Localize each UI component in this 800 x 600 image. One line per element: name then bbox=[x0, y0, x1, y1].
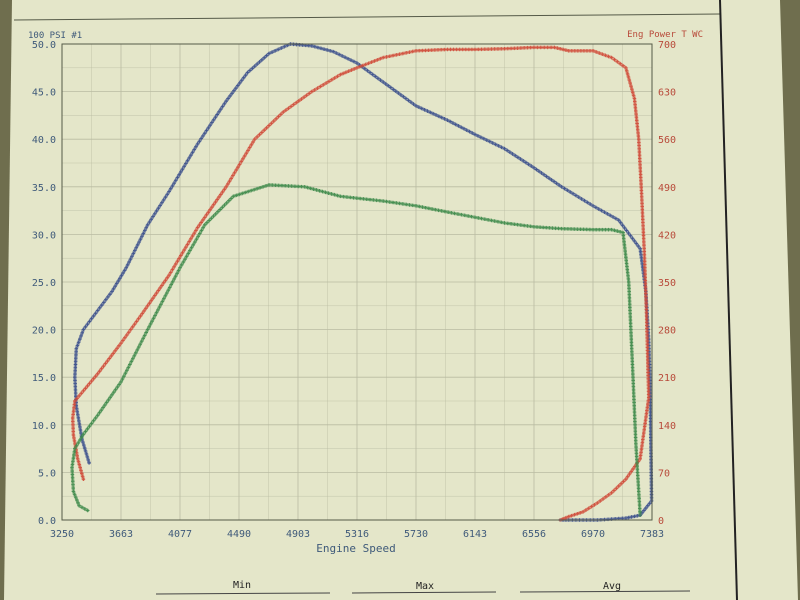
series-markers-red bbox=[70, 45, 651, 521]
x-tick-label: 5316 bbox=[345, 529, 369, 540]
grid-lines bbox=[61, 43, 653, 521]
right-tick-label: 280 bbox=[658, 326, 676, 337]
right-tick-label: 700 bbox=[658, 40, 676, 51]
left-tick-label: 25.0 bbox=[32, 278, 56, 289]
left-tick-label: 20.0 bbox=[32, 326, 56, 337]
right-tick-labels: 0 70 140 210 280 350 420 490 560 630 700 bbox=[658, 40, 676, 527]
paper-edge-line bbox=[13, 13, 721, 21]
x-tick-labels: 3250 3663 4077 4490 4903 5316 5730 6143 6556 6970… bbox=[50, 529, 664, 540]
left-tick-label: 5.0 bbox=[38, 468, 56, 479]
footer-min-label: Min bbox=[233, 580, 251, 591]
series-markers-green bbox=[70, 183, 642, 514]
footer-line-max bbox=[351, 591, 497, 594]
left-axis-title: 100 PSI #1 bbox=[28, 31, 82, 41]
left-tick-labels: 0.0 5.0 10.0 15.0 20.0 25.0 30.0 35.0 40.0 45.0 50… bbox=[32, 40, 56, 527]
left-tick-label: 45.0 bbox=[32, 88, 56, 99]
left-tick-label: 15.0 bbox=[32, 373, 56, 384]
summary-footer: Min Max Avg bbox=[155, 580, 691, 595]
right-tick-label: 0 bbox=[658, 516, 664, 527]
footer-line-avg bbox=[519, 590, 691, 593]
right-tick-label: 210 bbox=[658, 373, 676, 384]
right-tick-label: 350 bbox=[658, 278, 676, 289]
x-tick-label: 6143 bbox=[463, 529, 487, 540]
right-tick-label: 630 bbox=[658, 88, 676, 99]
left-tick-label: 35.0 bbox=[32, 183, 56, 194]
right-tick-label: 140 bbox=[658, 421, 676, 432]
plot-area bbox=[61, 42, 654, 522]
footer-line-min bbox=[155, 592, 331, 595]
left-tick-label: 0.0 bbox=[38, 516, 56, 527]
right-tick-label: 490 bbox=[658, 183, 676, 194]
left-tick-label: 10.0 bbox=[32, 421, 56, 432]
left-tick-label: 40.0 bbox=[32, 135, 56, 146]
x-tick-label: 6970 bbox=[581, 529, 605, 540]
right-axis-title: Eng Power T WC bbox=[627, 30, 703, 40]
data-series bbox=[70, 42, 654, 522]
footer-avg-label: Avg bbox=[603, 581, 621, 592]
x-tick-label: 3663 bbox=[109, 529, 133, 540]
right-tick-label: 560 bbox=[658, 135, 676, 146]
right-tick-label: 70 bbox=[658, 468, 670, 479]
footer-max-label: Max bbox=[416, 581, 434, 592]
paper-frame-right bbox=[719, 0, 738, 600]
x-tick-label: 4490 bbox=[227, 529, 251, 540]
x-tick-label: 6556 bbox=[522, 529, 546, 540]
x-tick-label: 4077 bbox=[168, 529, 192, 540]
left-tick-label: 30.0 bbox=[32, 230, 56, 241]
x-axis-title: Engine Speed bbox=[316, 542, 395, 555]
plot-frame bbox=[61, 43, 653, 521]
x-tick-label: 7383 bbox=[640, 529, 664, 540]
x-tick-label: 3250 bbox=[50, 529, 74, 540]
x-tick-label: 5730 bbox=[404, 529, 428, 540]
x-tick-label: 4903 bbox=[286, 529, 310, 540]
series-red bbox=[70, 45, 651, 522]
left-tick-label: 50.0 bbox=[32, 40, 56, 51]
right-tick-label: 420 bbox=[658, 230, 676, 241]
series-green bbox=[70, 183, 642, 517]
